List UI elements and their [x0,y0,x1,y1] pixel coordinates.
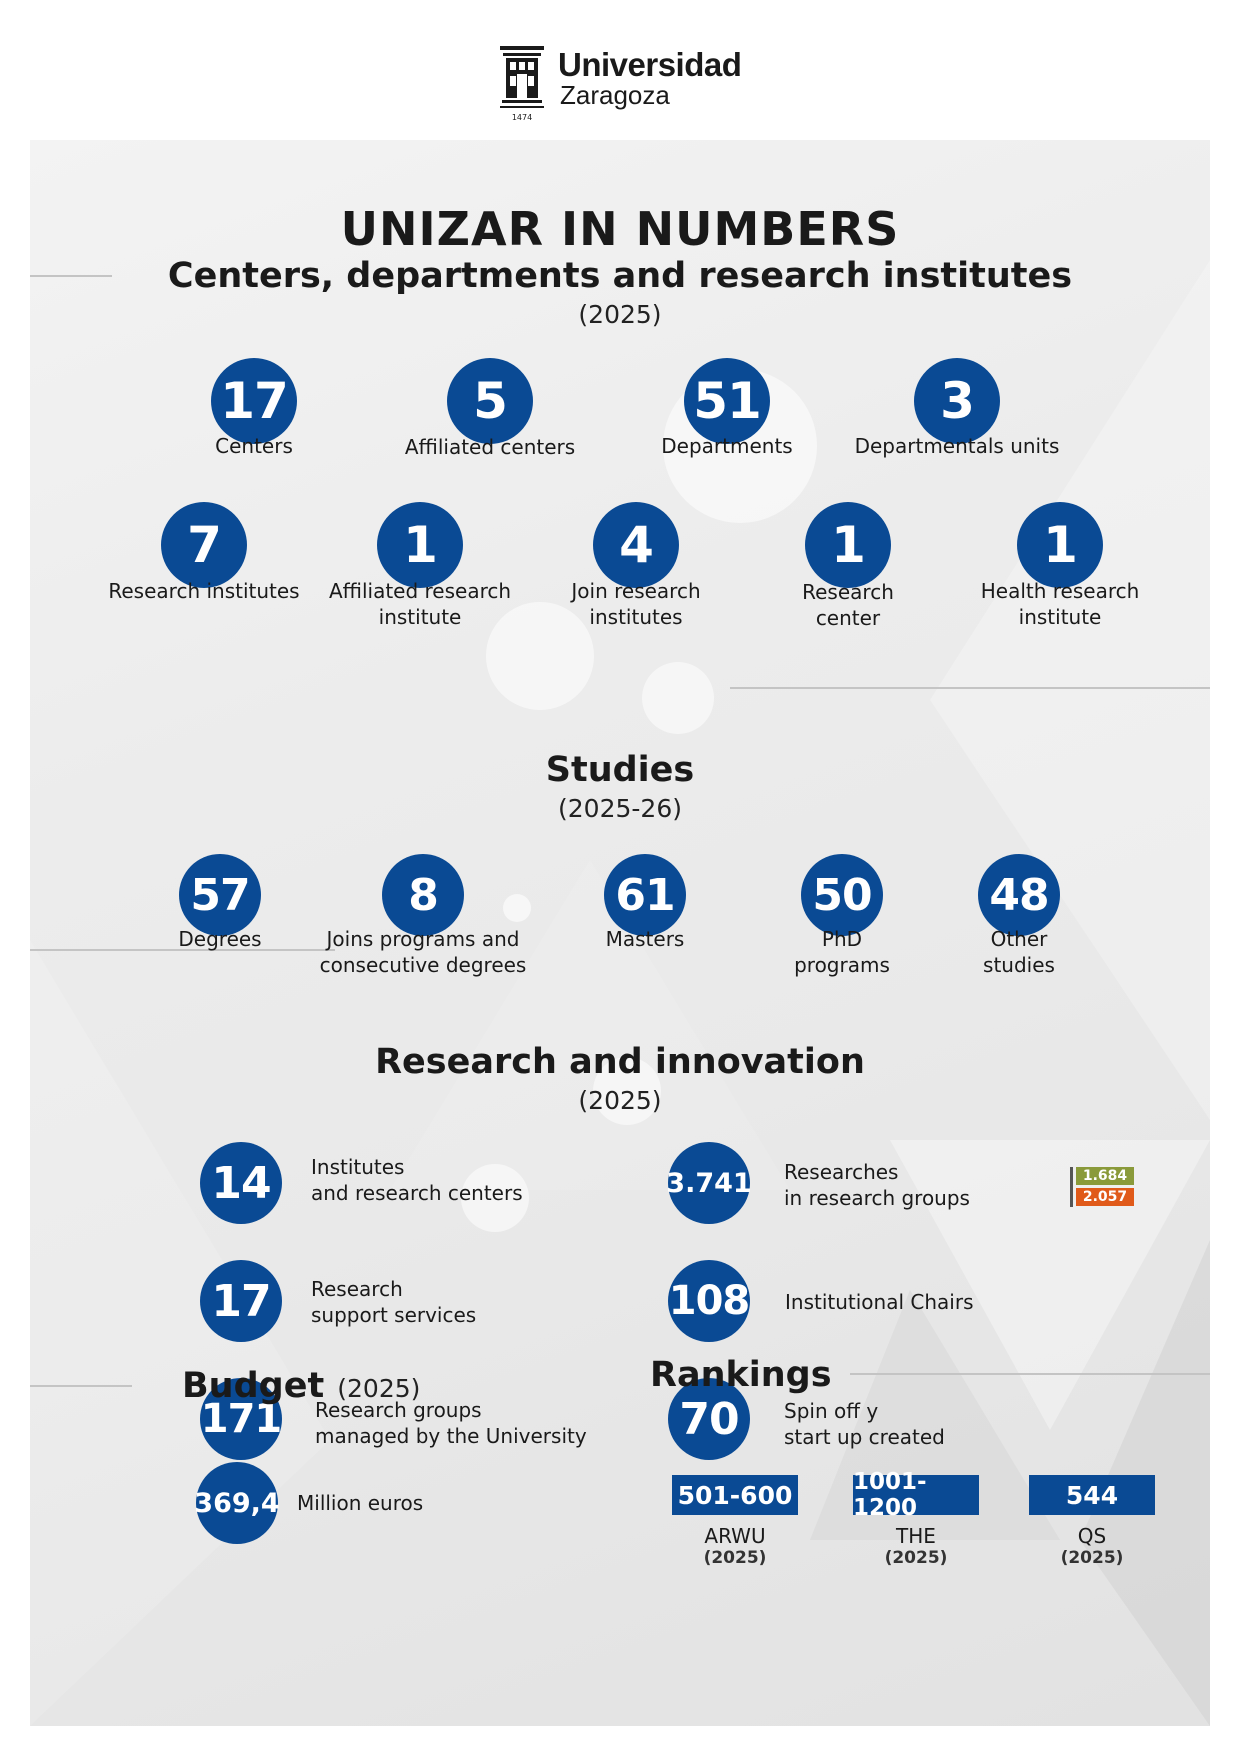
crest-icon: 1474 [500,46,544,122]
budget-label: Million euros [297,1491,424,1515]
gender-split-value-1: 1.684 [1076,1167,1134,1185]
gender-split-value-2: 2.057 [1076,1188,1134,1206]
support-services-count: 17 [200,1260,282,1342]
ranking-qs-value: 544 [1029,1475,1155,1515]
departmental-units-label: Departmentals units [854,434,1060,458]
spin-offs-count: 70 [668,1378,750,1460]
budget-year: (2025) [337,1374,421,1403]
budget-heading-row: Budget (2025) [182,1366,420,1406]
degrees-label: Degrees [178,927,262,951]
ranking-arwu-year: (2025) [703,1548,767,1568]
institutes-centers-label: Institutes and research centers [311,1155,523,1205]
joint-programs-label: Joins programs and consecutive degrees [319,927,527,977]
ranking-arwu-name: ARWU [704,1524,766,1548]
affiliated-centers-count: 5 [447,358,533,444]
researchers-count: 3.741 [666,1142,752,1224]
institutes-centers-count: 14 [200,1142,282,1224]
joint-programs-count: 8 [382,854,464,936]
other-studies-label: Other studies [983,927,1055,977]
joint-research-institutes-label: Join research institutes [571,579,701,629]
research-center-label: Research center [802,580,894,630]
ranking-qs-year: (2025) [1060,1548,1124,1568]
infographic-panel: UNIZAR IN NUMBERS Centers, departments a… [30,140,1210,1726]
ranking-the-year: (2025) [884,1548,948,1568]
other-studies-count: 48 [978,854,1060,936]
budget-heading: Budget [182,1366,325,1406]
departments-label: Departments [661,434,793,458]
research-year: (2025) [578,1086,662,1115]
departments-count: 51 [684,358,770,444]
centers-heading: Centers, departments and research instit… [167,256,1073,296]
research-center-count: 1 [805,502,891,588]
health-research-institute-count: 1 [1017,502,1103,588]
ranking-the-name: THE [896,1524,936,1548]
masters-count: 61 [604,854,686,936]
research-heading: Research and innovation [375,1042,865,1082]
research-institutes-count: 7 [161,502,247,588]
budget-value: 369,4 [194,1462,280,1544]
research-groups-count: 171 [200,1378,282,1460]
ranking-qs-name: QS [1077,1524,1107,1548]
studies-heading: Studies [545,750,695,790]
gender-split-divider [1070,1167,1073,1207]
spin-offs-label: Spin off y start up created [784,1399,945,1449]
degrees-count: 57 [179,854,261,936]
masters-label: Masters [605,927,685,951]
centers-year: (2025) [578,300,662,329]
university-logo: 1474 Universidad Zaragoza [500,46,760,122]
logo-year: 1474 [512,113,532,122]
departmental-units-count: 3 [914,358,1000,444]
affiliated-centers-label: Affiliated centers [404,435,576,459]
affiliated-research-institute-label: Affiliated research institute [328,579,512,629]
phd-programs-count: 50 [801,854,883,936]
phd-programs-label: PhD programs [794,927,890,977]
ranking-arwu-value: 501-600 [672,1475,798,1515]
logo-word-zaragoza: Zaragoza [560,80,670,110]
centers-count: 17 [211,358,297,444]
ranking-the-value: 1001-1200 [853,1469,979,1521]
rankings-heading: Rankings [650,1355,832,1395]
institutional-chairs-count: 108 [668,1260,750,1342]
studies-year: (2025-26) [558,794,682,823]
logo-word-universidad: Universidad [558,46,742,83]
centers-label: Centers [215,434,293,458]
institutional-chairs-label: Institutional Chairs [785,1290,974,1314]
page-title: UNIZAR IN NUMBERS [340,202,900,256]
joint-research-institutes-count: 4 [593,502,679,588]
researchers-label: Researches in research groups [784,1160,970,1210]
research-groups-label: Research groups managed by the Universit… [315,1398,587,1448]
health-research-institute-label: Health research institute [980,579,1140,629]
research-institutes-label: Research institutes [108,579,300,603]
support-services-label: Research support services [311,1277,477,1327]
affiliated-research-institute-count: 1 [377,502,463,588]
